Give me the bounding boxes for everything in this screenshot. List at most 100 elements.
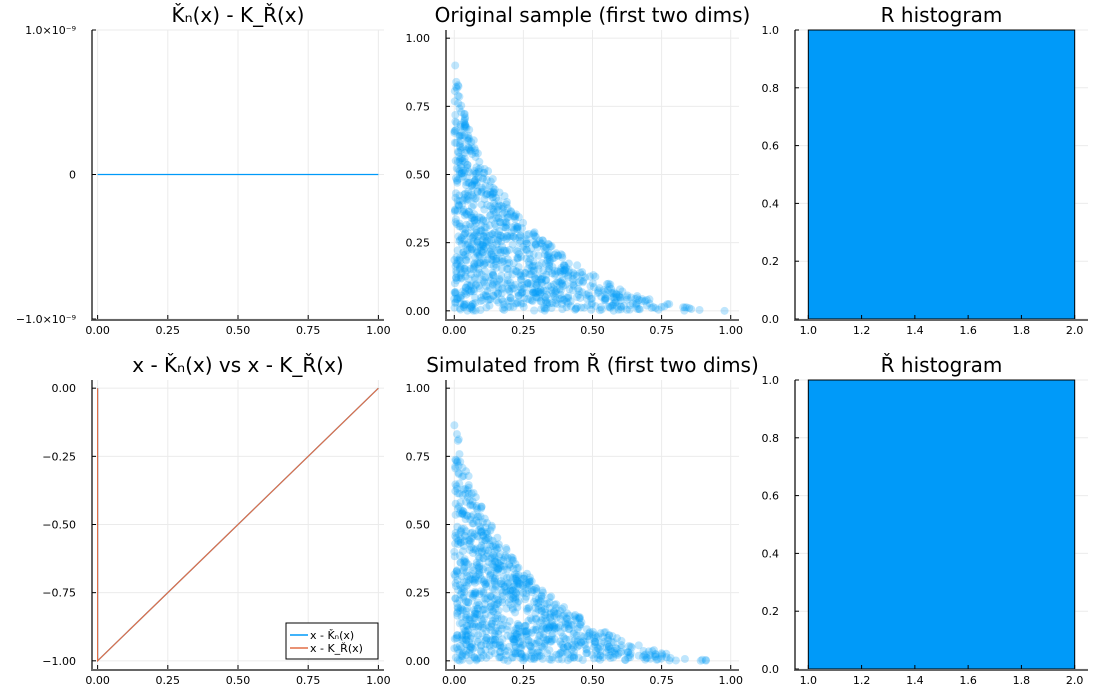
- scatter-point: [586, 294, 595, 303]
- scatter-point: [473, 237, 482, 246]
- scatter-point: [478, 547, 487, 556]
- scatter-point: [454, 273, 463, 282]
- scatter-point: [469, 136, 478, 145]
- scatter-point: [514, 253, 523, 262]
- scatter-point: [490, 188, 499, 197]
- scatter-point: [476, 258, 485, 267]
- scatter-point: [488, 619, 497, 628]
- scatter-point: [450, 303, 459, 312]
- scatter-point: [550, 621, 559, 630]
- scatter-point: [479, 232, 488, 241]
- scatter-point: [461, 467, 470, 476]
- scatter-point: [457, 108, 466, 117]
- scatter-point: [459, 636, 468, 645]
- scatter-point: [474, 631, 483, 640]
- y-tick-label: 0.6: [762, 490, 780, 503]
- scatter-point: [529, 288, 538, 297]
- scatter-point: [503, 210, 512, 219]
- scatter-point: [594, 286, 603, 295]
- scatter-point: [495, 274, 504, 283]
- scatter-point: [500, 305, 509, 314]
- scatter-point: [471, 146, 480, 155]
- scatter-point: [502, 545, 511, 554]
- scatter-point: [457, 163, 466, 172]
- scatter-point: [485, 640, 494, 649]
- scatter-point: [468, 640, 477, 649]
- scatter-point: [510, 637, 519, 646]
- scatter-point: [502, 651, 511, 660]
- scatter-point: [469, 545, 478, 554]
- scatter-point: [503, 233, 512, 242]
- scatter-point: [599, 633, 608, 642]
- scatter-point: [590, 640, 599, 649]
- scatter-point: [490, 585, 499, 594]
- scatter-point: [580, 303, 589, 312]
- scatter-point: [510, 284, 519, 293]
- scatter-point: [463, 493, 472, 502]
- scatter-point: [601, 294, 610, 303]
- scatter-point: [486, 188, 495, 197]
- scatter-point: [480, 278, 489, 287]
- scatter-point: [579, 637, 588, 646]
- y-tick-label: 0.4: [762, 547, 780, 560]
- scatter-point: [511, 596, 520, 605]
- scatter-point: [492, 214, 501, 223]
- scatter-point: [566, 297, 575, 306]
- scatter-point: [453, 599, 462, 608]
- scatter-point: [451, 215, 460, 224]
- scatter-point: [489, 183, 498, 192]
- scatter-point: [464, 136, 473, 145]
- scatter-point: [594, 632, 603, 641]
- scatter-point: [509, 653, 518, 662]
- scatter-point: [565, 611, 574, 620]
- scatter-point: [491, 574, 500, 583]
- scatter-point: [503, 259, 512, 268]
- scatter-point: [454, 200, 463, 209]
- scatter-point: [455, 263, 464, 272]
- scatter-point: [465, 576, 474, 585]
- scatter-point: [494, 248, 503, 257]
- scatter-point: [458, 200, 467, 209]
- scatter-point: [556, 637, 565, 646]
- scatter-point: [466, 232, 475, 241]
- scatter-point: [503, 264, 512, 273]
- scatter-point: [550, 253, 559, 262]
- scatter-point: [663, 300, 672, 309]
- scatter-point: [563, 642, 572, 651]
- scatter-point: [476, 525, 485, 534]
- scatter-point: [605, 282, 614, 291]
- scatter-point: [566, 302, 575, 311]
- scatter-point: [522, 589, 531, 598]
- scatter-point: [486, 599, 495, 608]
- scatter-point: [456, 122, 465, 131]
- scatter-point: [530, 306, 539, 315]
- scatter-point: [503, 631, 512, 640]
- scatter-point: [498, 285, 507, 294]
- scatter-point: [451, 262, 460, 271]
- scatter-point: [528, 261, 537, 270]
- scatter-point: [547, 286, 556, 295]
- scatter-point: [528, 616, 537, 625]
- scatter-point: [457, 572, 466, 581]
- scatter-point: [463, 245, 472, 254]
- scatter-point: [455, 219, 464, 228]
- scatter-point: [564, 266, 573, 275]
- scatter-point: [478, 174, 487, 183]
- scatter-point: [573, 625, 582, 634]
- scatter-point: [540, 639, 549, 648]
- scatter-point: [459, 485, 468, 494]
- scatter-point: [531, 614, 540, 623]
- scatter-point: [610, 646, 619, 655]
- scatter-point: [504, 598, 513, 607]
- scatter-point: [490, 552, 499, 561]
- scatter-point: [460, 158, 469, 167]
- scatter-point: [465, 281, 474, 290]
- scatter-point: [518, 641, 527, 650]
- scatter-point: [474, 547, 483, 556]
- scatter-point: [604, 279, 613, 288]
- scatter-point: [494, 564, 503, 573]
- scatter-point: [514, 579, 523, 588]
- scatter-point: [546, 621, 555, 630]
- scatter-point: [531, 625, 540, 634]
- scatter-point: [537, 278, 546, 287]
